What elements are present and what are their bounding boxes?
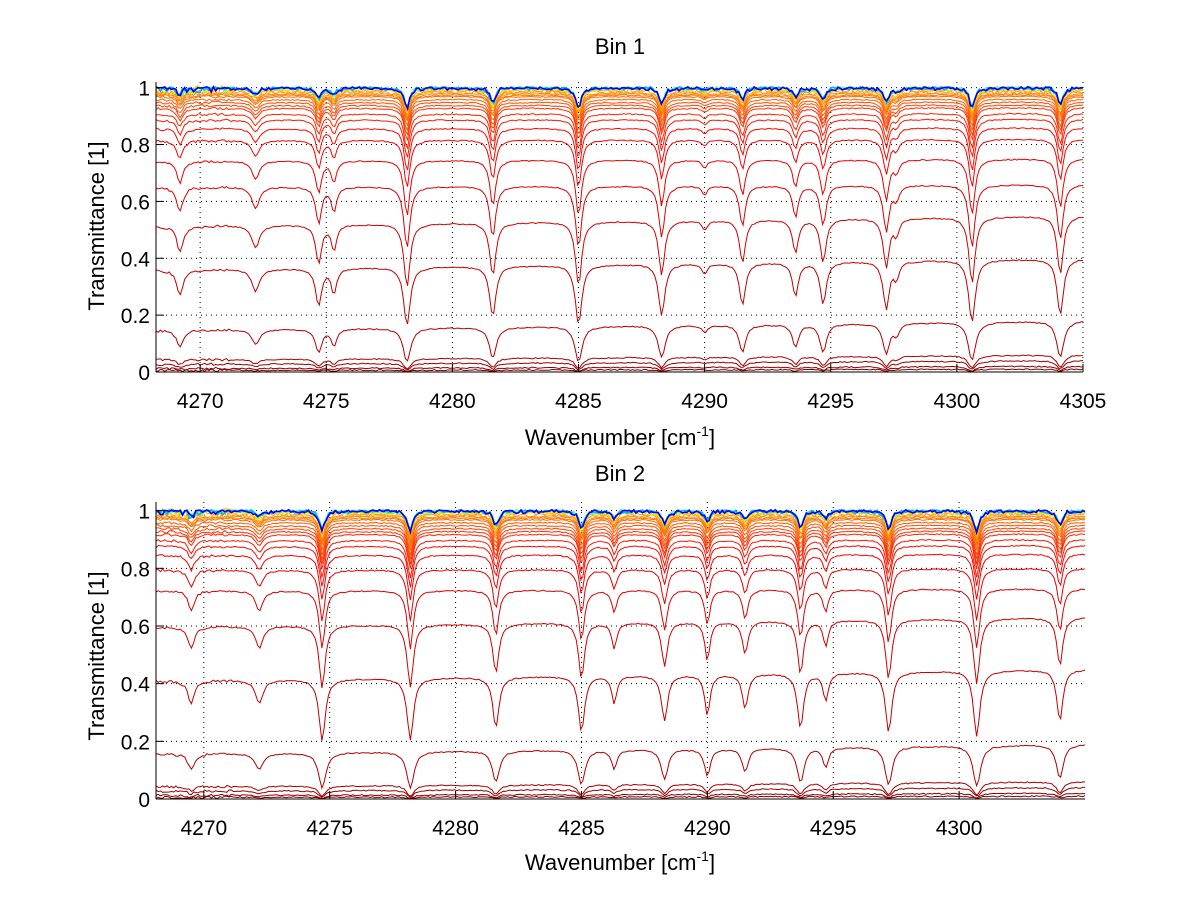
series-line <box>155 538 1086 579</box>
series-line <box>155 321 1084 362</box>
series-line <box>155 216 1084 286</box>
series-line <box>155 95 1084 123</box>
series-line <box>156 259 1083 325</box>
series-line <box>155 544 1086 588</box>
series-line <box>155 354 1084 370</box>
series-line <box>155 184 1084 247</box>
series-line <box>155 524 1085 556</box>
series-line <box>155 104 1084 137</box>
x-tick-label: 4280 <box>432 817 479 840</box>
y-tick-label: 0.2 <box>121 305 150 328</box>
x-tick-label: 4300 <box>934 390 981 413</box>
x-tick-label: 4290 <box>681 390 728 413</box>
x-axis-label: Wavenumber [cm-1] <box>525 848 715 875</box>
y-tick-label: 0.2 <box>121 731 150 754</box>
x-tick-label: 4295 <box>807 390 854 413</box>
series-line <box>155 588 1086 650</box>
series-line <box>155 786 1086 798</box>
x-tick-label: 4295 <box>810 817 857 840</box>
y-tick-labels: 0 0.2 0.4 0.6 0.8 1 <box>121 501 151 812</box>
y-tick-label: 0.6 <box>121 191 150 214</box>
series-line <box>155 795 1086 799</box>
series-line <box>155 533 1086 570</box>
series-line <box>155 365 1084 372</box>
plot-title: Bin 1 <box>595 34 645 59</box>
series-line <box>155 510 1086 542</box>
grid <box>156 82 1084 372</box>
series-group <box>155 507 1086 799</box>
axes <box>155 82 1084 373</box>
y-axis-label: Transmittance [1] <box>84 141 109 310</box>
series-line <box>155 106 1084 142</box>
series-line <box>155 508 1086 536</box>
series-line <box>155 86 1084 114</box>
series-line <box>155 521 1086 553</box>
series-line <box>155 781 1086 798</box>
panel-bin-1: Bin 1 4270 4275 4280 4285 4290 4295 4300 4305 0… <box>84 34 1106 450</box>
series-line <box>155 744 1086 790</box>
x-tick-label: 4285 <box>555 390 602 413</box>
y-tick-label: 0.8 <box>121 558 150 581</box>
x-tick-label: 4305 <box>1060 390 1107 413</box>
series-line <box>155 101 1084 132</box>
y-tick-label: 1 <box>138 501 150 524</box>
x-tick-label: 4275 <box>303 390 350 413</box>
series-line <box>155 158 1084 216</box>
x-tick-labels: 4270 4275 4280 4285 4290 4295 4300 4305 <box>177 390 1107 413</box>
y-tick-labels: 0 0.2 0.4 0.6 0.8 1 <box>121 78 151 385</box>
series-line <box>155 93 1084 121</box>
series-line <box>155 516 1086 545</box>
series-line <box>155 112 1084 150</box>
series-line <box>155 85 1084 112</box>
x-tick-label: 4280 <box>429 390 476 413</box>
x-tick-label: 4275 <box>306 817 353 840</box>
y-tick-label: 0.8 <box>121 135 150 158</box>
series-line <box>155 98 1084 127</box>
y-tick-label: 0 <box>138 362 150 385</box>
x-tick-label: 4290 <box>684 817 731 840</box>
series-line <box>155 127 1084 171</box>
y-tick-label: 0.4 <box>121 248 151 271</box>
x-tick-label: 4270 <box>180 817 227 840</box>
x-tick-label: 4270 <box>177 390 224 413</box>
series-line <box>155 669 1086 741</box>
y-tick-label: 0 <box>138 789 150 812</box>
x-tick-labels: 4270 4275 4280 4285 4290 4295 4300 <box>180 817 982 840</box>
series-line <box>155 617 1086 689</box>
series-line <box>156 568 1086 622</box>
series-line <box>155 527 1086 560</box>
series-line <box>155 88 1084 118</box>
axes <box>155 502 1085 800</box>
series-line <box>155 792 1086 799</box>
series-line <box>155 529 1086 565</box>
series-line <box>155 138 1083 187</box>
x-tick-label: 4300 <box>936 817 983 840</box>
y-tick-label: 0.4 <box>121 674 151 697</box>
series-line <box>155 368 1084 373</box>
panel-bin-2: Bin 2 4270 4275 4280 4285 4290 4295 4300 00.20… <box>84 461 1086 875</box>
series-line <box>155 359 1084 371</box>
series-group <box>155 84 1084 373</box>
series-line <box>155 118 1084 158</box>
series-line <box>155 553 1086 601</box>
y-tick-label: 0.6 <box>121 616 150 639</box>
x-axis-label: Wavenumber [cm-1] <box>525 423 715 450</box>
y-axis-label: Transmittance [1] <box>84 571 109 740</box>
x-tick-label: 4285 <box>558 817 605 840</box>
y-tick-label: 1 <box>138 78 150 101</box>
plot-title: Bin 2 <box>595 461 645 486</box>
